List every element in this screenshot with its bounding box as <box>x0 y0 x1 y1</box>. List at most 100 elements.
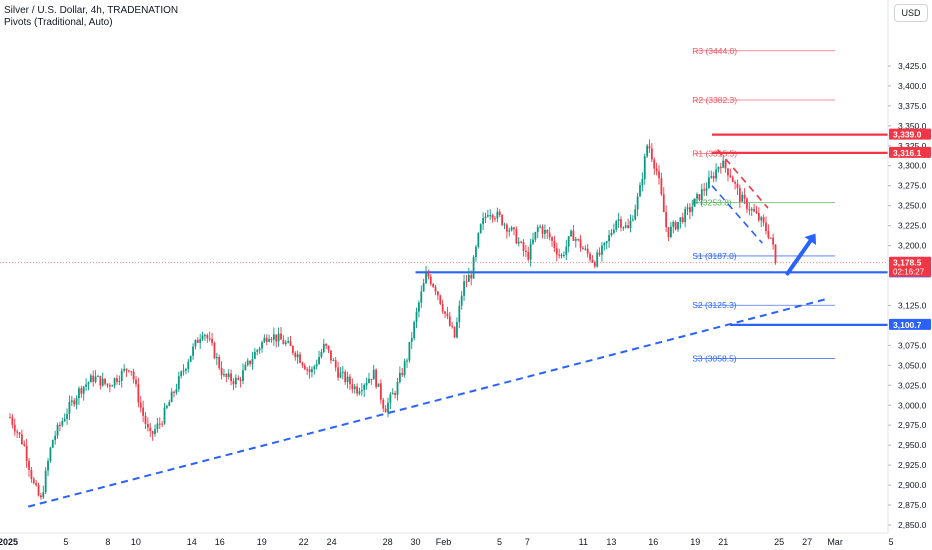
candle-body <box>292 346 294 353</box>
candle-body <box>215 356 218 359</box>
candle-body <box>299 354 301 363</box>
candle-body <box>185 369 187 371</box>
pivot-label: R3 (3444.0) <box>692 46 737 56</box>
price-tick-label: 3,075.0 <box>898 340 927 350</box>
candle-body <box>501 215 504 225</box>
candle-body <box>605 241 608 243</box>
candle-body <box>208 338 211 340</box>
candle-body <box>755 211 758 214</box>
candle-body <box>20 434 23 444</box>
price-tick-label: 2,900.0 <box>898 480 927 490</box>
candle-body <box>491 215 494 219</box>
trend-line <box>711 185 763 244</box>
candle-body <box>584 248 587 250</box>
candle-body <box>85 384 87 387</box>
time-tick-label: 5 <box>63 537 68 547</box>
candle-body <box>734 182 736 184</box>
candle-body <box>505 224 508 232</box>
candle-body <box>9 417 11 419</box>
pivot-label: P (3253.8) <box>692 198 732 208</box>
candle-body <box>54 435 57 441</box>
candle-body <box>579 239 582 248</box>
candle-body <box>520 241 523 243</box>
candle-body <box>565 246 568 255</box>
candle-body <box>586 248 589 254</box>
candle-body <box>16 431 19 433</box>
candle-body <box>629 220 632 228</box>
candle-body <box>396 382 399 395</box>
candle-body <box>774 244 777 263</box>
candle-body <box>727 168 729 176</box>
last-price-tag-countdown: 02:16:27 <box>893 268 925 277</box>
candle-body <box>161 423 164 425</box>
candle-body <box>536 227 539 232</box>
price-tick-label: 3,325.0 <box>898 141 927 151</box>
candle-body <box>28 461 30 470</box>
candle-body <box>225 374 228 378</box>
candle-body <box>258 348 261 351</box>
candle-body <box>612 229 615 233</box>
candle-body <box>144 415 147 424</box>
candle-body <box>724 160 727 169</box>
candle-body <box>410 338 413 342</box>
candle-body <box>13 424 16 432</box>
candle-body <box>513 227 515 230</box>
candle-body <box>116 378 118 382</box>
candle-body <box>139 402 142 408</box>
candle-body <box>574 239 577 241</box>
candle-body <box>113 378 116 386</box>
candle-body <box>256 350 259 352</box>
candle-body <box>677 221 679 230</box>
candle-body <box>627 225 630 228</box>
candle-body <box>187 361 190 370</box>
candle-body <box>166 405 168 408</box>
forecast-arrow-head <box>804 233 817 245</box>
candle-body <box>108 385 111 387</box>
candle-body <box>268 339 271 342</box>
candle-body <box>25 445 28 462</box>
candle-body <box>296 354 299 358</box>
candle-body <box>394 393 397 395</box>
candle-body <box>227 373 230 378</box>
candle-body <box>698 194 701 201</box>
candle-body <box>306 369 309 371</box>
candle-body <box>591 259 594 263</box>
time-tick-label: 8 <box>105 537 110 547</box>
candle-body <box>127 370 130 372</box>
candle-body <box>608 235 610 242</box>
trend-layer <box>27 149 830 508</box>
candle-body <box>275 334 278 342</box>
candle-body <box>360 390 363 392</box>
candle-body <box>689 207 691 213</box>
candle-body <box>479 224 482 233</box>
candle-body <box>118 380 121 382</box>
candle-body <box>622 227 625 229</box>
candle-body <box>220 367 223 376</box>
currency-button[interactable]: USD <box>894 4 928 22</box>
candle-body <box>498 211 501 216</box>
candle-body <box>206 335 209 339</box>
candle-body <box>175 389 178 393</box>
candle-body <box>204 335 206 337</box>
candle-body <box>415 311 418 323</box>
candle-body <box>769 237 772 239</box>
candle-body <box>23 443 26 446</box>
price-tick-label: 3,000.0 <box>898 400 927 410</box>
candle-body <box>82 386 85 394</box>
candle-body <box>753 208 756 212</box>
candle-body <box>315 364 318 367</box>
time-tick-label: 13 <box>606 537 616 547</box>
candle-body <box>358 391 361 394</box>
candle-body <box>137 384 140 403</box>
time-tick-label: 25 <box>774 537 784 547</box>
candle-body <box>73 400 76 405</box>
candle-body <box>467 275 470 282</box>
candle-body <box>272 334 275 340</box>
time-tick-label: 16 <box>215 537 225 547</box>
candle-body <box>610 232 613 236</box>
price-tick-label: 3,350.0 <box>898 121 927 131</box>
candle-body <box>311 368 313 373</box>
candle-body <box>539 226 542 228</box>
candle-body <box>239 379 242 381</box>
